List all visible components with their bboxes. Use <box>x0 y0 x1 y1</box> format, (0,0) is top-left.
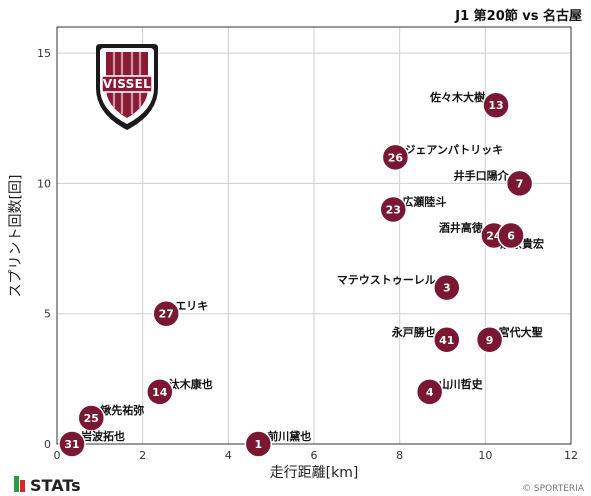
player-point: 山川哲史 4 <box>415 377 484 406</box>
player-point: 宮代大聖 9 <box>475 325 543 354</box>
player-name-label: 前川黛也 <box>267 429 311 443</box>
player-point: 前川黛也 1 <box>244 429 311 458</box>
footer: STATs © SPORTERIA <box>14 476 585 495</box>
vissel-crest-logo: VISSEL <box>96 44 158 130</box>
stats-logo-red-bar <box>20 480 25 492</box>
player-marker <box>505 169 534 198</box>
player-number-label: 3 <box>443 282 451 295</box>
player-marker <box>244 430 273 458</box>
player-name-label: 井手口陽介 <box>454 168 510 182</box>
x-axis-label: 走行距離[km] <box>270 464 359 481</box>
player-number-label: 1 <box>254 438 262 451</box>
y-tick-label: 5 <box>44 308 51 321</box>
player-number-label: 14 <box>152 386 168 399</box>
player-marker <box>475 326 504 354</box>
player-number-label: 41 <box>439 334 454 347</box>
chart-title: J1 第20節 vs 名古屋 <box>454 8 582 24</box>
y-tick-label: 15 <box>37 47 51 60</box>
x-axis-ticks: 0 2 4 6 8 10 12 <box>54 449 579 462</box>
player-marker <box>152 299 180 328</box>
player-number-label: 26 <box>388 151 404 164</box>
player-marker <box>77 404 106 432</box>
x-tick-label: 0 <box>54 449 61 462</box>
crest-text: VISSEL <box>103 77 151 91</box>
player-number-label: 23 <box>386 203 401 216</box>
player-number-label: 31 <box>64 438 79 451</box>
y-tick-label: 0 <box>44 438 51 451</box>
player-name-label: ジェアンパトリッキ <box>404 143 503 156</box>
player-name-label: 広瀬陸斗 <box>402 194 446 208</box>
data-points: 佐々木大樹13ジェアンパトリッキ26井手口陽介7広瀬陸斗23酒井高徳24扇原貴宏… <box>58 90 544 458</box>
player-point: 井手口陽介 7 <box>454 168 534 198</box>
player-name-label: マテウストゥーレル <box>337 274 436 287</box>
player-point: マテウストゥーレル 3 <box>337 273 461 302</box>
player-name-label: 山川哲史 <box>439 377 484 391</box>
player-name-label: 酒井高徳 <box>439 221 483 235</box>
x-tick-label: 10 <box>478 449 492 462</box>
copyright: © SPORTERIA <box>522 484 585 494</box>
player-marker <box>433 326 461 354</box>
player-marker <box>58 430 86 458</box>
player-name-label: 岩波拓也 <box>80 429 125 443</box>
player-number-label: 27 <box>159 308 174 321</box>
player-number-label: 4 <box>426 386 434 399</box>
x-tick-label: 2 <box>139 449 146 462</box>
player-name-label: 宮代大聖 <box>499 325 543 339</box>
player-name-label: エリキ <box>175 300 208 313</box>
player-name-label: 永戸勝也 <box>391 325 436 339</box>
y-axis-label: スプリント回数[回] <box>8 175 24 298</box>
player-marker <box>497 221 525 250</box>
player-number-label: 9 <box>486 334 494 347</box>
player-name-label: 鍬先祐弥 <box>100 403 144 417</box>
player-marker <box>433 273 461 302</box>
player-number-label: 6 <box>507 230 515 243</box>
plot-frame <box>56 26 572 445</box>
y-tick-label: 10 <box>37 177 51 190</box>
player-marker <box>415 378 444 406</box>
player-name-label: 佐々木大樹 <box>429 90 485 104</box>
x-tick-label: 8 <box>396 449 403 462</box>
player-marker <box>381 143 410 172</box>
x-tick-label: 4 <box>225 449 232 462</box>
x-tick-label: 12 <box>564 449 578 462</box>
stats-brand: STATs <box>30 476 81 495</box>
player-marker <box>379 195 407 224</box>
player-number-label: 25 <box>84 412 99 425</box>
player-marker <box>146 378 174 406</box>
stats-logo-green-bar <box>14 476 19 492</box>
player-name-label: 汰木康也 <box>169 377 213 391</box>
x-tick-label: 6 <box>311 449 318 462</box>
player-marker <box>482 91 510 119</box>
player-number-label: 7 <box>516 177 524 190</box>
player-number-label: 13 <box>488 99 503 112</box>
y-axis-ticks: 0 5 10 15 <box>37 47 51 451</box>
